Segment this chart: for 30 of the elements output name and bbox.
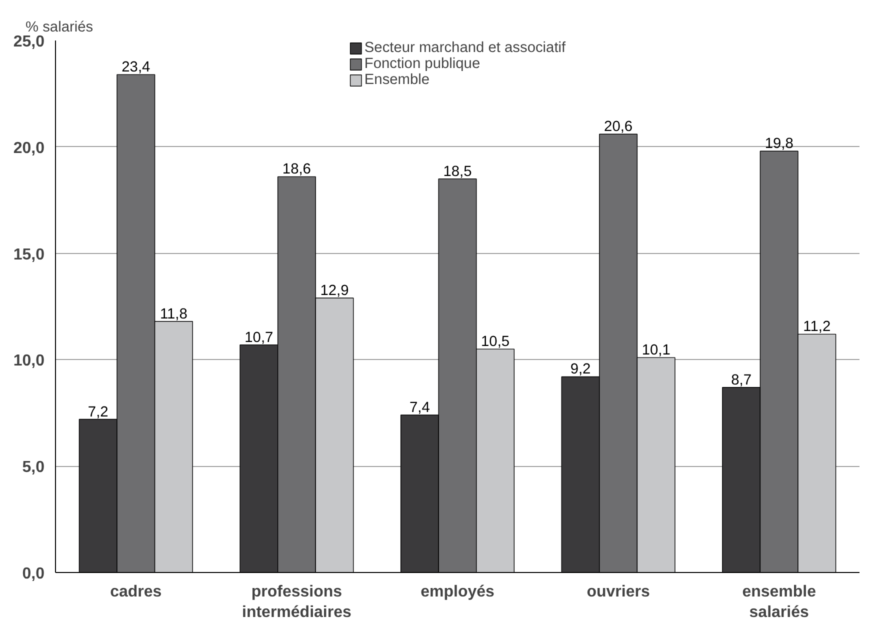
x-tick-label: cadres [110, 584, 162, 600]
data-label: 18,5 [443, 164, 472, 180]
data-label: 7,4 [410, 400, 430, 416]
data-label: 7,2 [88, 404, 108, 420]
x-tick-label: ensemble salariés [742, 584, 816, 621]
legend-label: Fonction publique [364, 56, 480, 72]
data-label: 12,9 [320, 282, 349, 299]
x-tick-label: professions intermédiaires [242, 584, 352, 621]
data-label: 8,7 [731, 372, 752, 388]
data-label: 11,8 [160, 306, 188, 322]
y-tick-label: 25,0 [13, 34, 45, 50]
y-tick-label: 10,0 [13, 352, 45, 370]
data-label: 10,5 [481, 334, 510, 350]
y-tick-label: 5,0 [22, 459, 45, 476]
data-label: 9,2 [570, 362, 591, 378]
y-axis-title: % salariés [26, 20, 94, 36]
legend-label: Ensemble [364, 72, 430, 88]
data-label: 18,6 [282, 162, 311, 178]
data-label: 23,4 [122, 60, 150, 76]
data-label: 10,1 [642, 342, 670, 359]
data-label: 19,8 [764, 136, 794, 152]
data-label: 10,7 [244, 330, 274, 346]
y-tick-label: 0,0 [22, 566, 45, 582]
y-tick-label: 15,0 [13, 246, 45, 264]
x-tick-label: employés [420, 584, 495, 600]
y-tick-label: 20,0 [13, 140, 45, 157]
legend-label: Secteur marchand et associatif [364, 40, 566, 56]
x-tick-label: ouvriers [586, 584, 650, 600]
data-label: 20,6 [604, 119, 633, 136]
data-label: 11,2 [803, 319, 831, 336]
